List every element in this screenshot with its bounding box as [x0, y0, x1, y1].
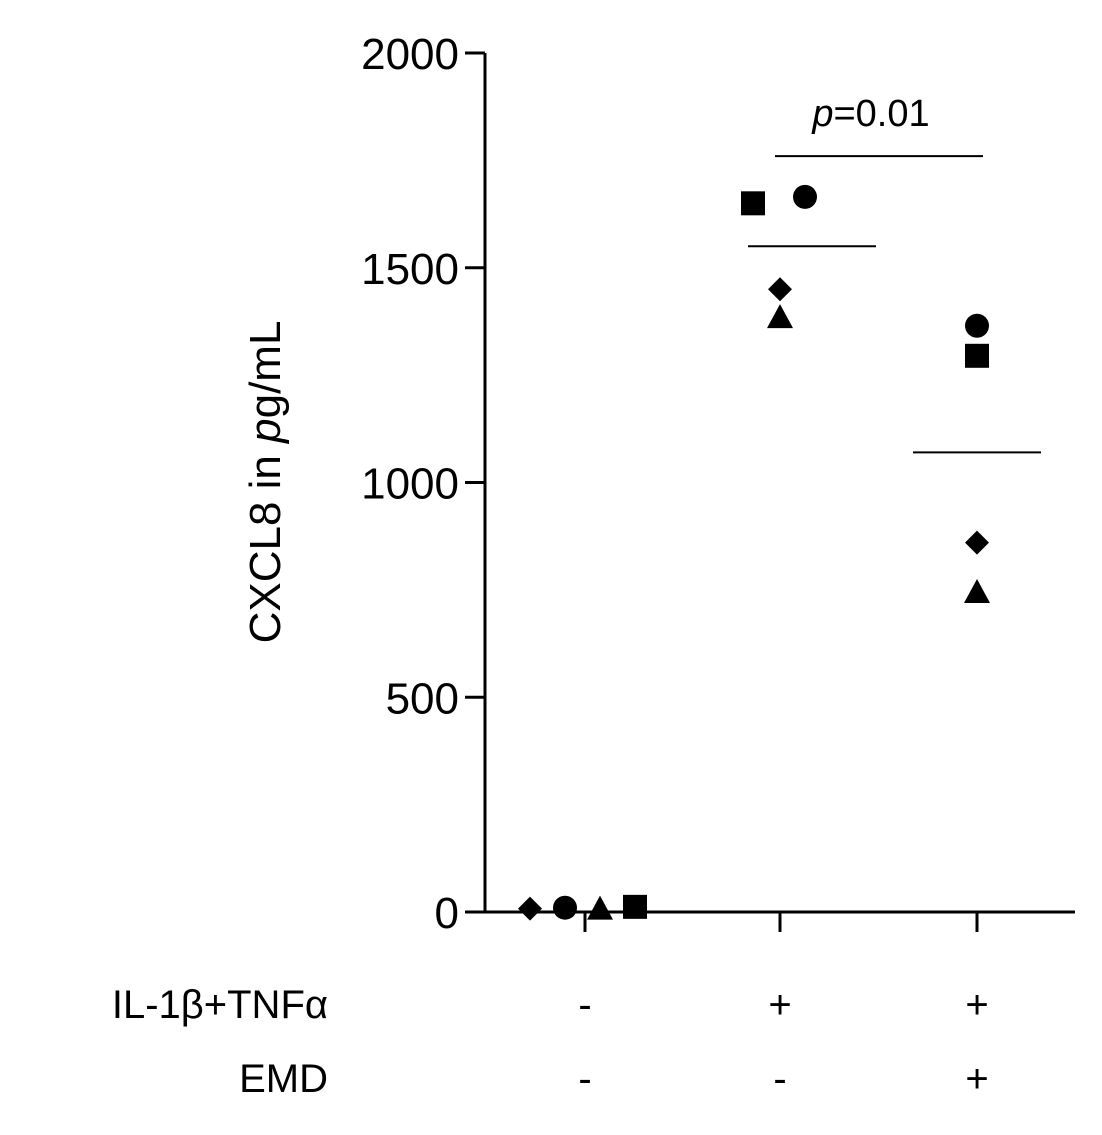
condition-mark: + [965, 983, 988, 1027]
y-tick-label: 500 [386, 674, 459, 723]
data-point-circle [553, 895, 577, 920]
condition-mark: + [965, 1057, 988, 1101]
y-axis-label: CXCL8 in pg/mL [241, 321, 290, 644]
data-point-diamond [768, 277, 792, 302]
y-tick-label: 1500 [361, 245, 459, 294]
condition-row-label: EMD [239, 1057, 328, 1101]
data-point-square [965, 343, 989, 368]
condition-mark: + [768, 983, 791, 1027]
y-tick-label: 1000 [361, 460, 459, 509]
condition-mark: - [578, 1057, 591, 1101]
data-point-triangle [587, 895, 613, 920]
data-point-diamond [965, 530, 989, 555]
data-point-circle [965, 313, 989, 338]
data-point-triangle [767, 304, 793, 329]
condition-row-label: IL-1β+TNFα [112, 983, 328, 1027]
data-point-circle [793, 184, 817, 209]
data-point-square [741, 191, 765, 216]
data-point-square [623, 894, 647, 919]
condition-mark: - [773, 1057, 786, 1101]
y-tick-label: 0 [435, 889, 459, 938]
y-tick-label: 2000 [361, 30, 459, 79]
data-point-diamond [518, 896, 542, 921]
data-point-triangle [964, 579, 990, 604]
condition-mark: - [578, 983, 591, 1027]
p-value-annotation: p=0.01 [811, 93, 929, 135]
